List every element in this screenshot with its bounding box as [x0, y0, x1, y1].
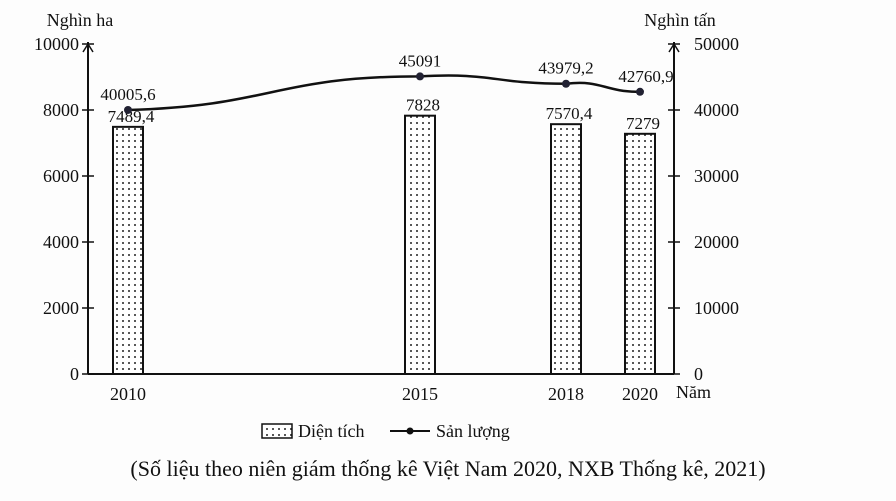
bar — [550, 123, 582, 375]
bar-label: 7570,4 — [546, 104, 593, 123]
x-tick-label: 2010 — [110, 384, 146, 404]
legend-line-label: Sản lượng — [436, 421, 510, 441]
legend-bar-label: Diện tích — [298, 421, 364, 441]
legend-bar-swatch — [261, 423, 293, 439]
x-tick-label: 2015 — [402, 384, 438, 404]
right-tick-label: 20000 — [694, 232, 739, 252]
line-label: 40005,6 — [100, 85, 155, 104]
left-tick-label: 4000 — [43, 232, 79, 252]
combo-chart: Nghìn ha Nghìn tấnNăm02000400060008000100… — [34, 10, 739, 441]
bar-label: 7828 — [406, 96, 440, 115]
left-tick-label: 6000 — [43, 166, 79, 186]
bar-label: 7279 — [626, 114, 660, 133]
left-tick-label: 10000 — [34, 34, 79, 54]
line-label: 43979,2 — [538, 59, 593, 78]
x-tick-label: 2020 — [622, 384, 658, 404]
left-axis-label: Nghìn ha — [47, 10, 114, 30]
right-tick-label: 50000 — [694, 34, 739, 54]
left-tick-label: 0 — [70, 364, 79, 384]
legend-line-marker — [406, 427, 414, 435]
bar — [112, 125, 144, 376]
x-tick-label: 2018 — [548, 384, 584, 404]
right-axis-label: Nghìn tấn — [644, 10, 716, 30]
right-tick-label: 10000 — [694, 298, 739, 318]
bar — [404, 114, 436, 376]
line-point — [416, 72, 424, 81]
line-series — [127, 74, 641, 112]
line-label: 42760,9 — [618, 67, 673, 86]
left-tick-label: 2000 — [43, 298, 79, 318]
bar — [624, 132, 656, 375]
source-caption: (Số liệu theo niên giám thống kê Việt Na… — [130, 456, 766, 481]
bar-label: 7489,4 — [108, 107, 155, 126]
line-point — [562, 79, 570, 88]
line-point — [124, 105, 132, 114]
right-tick-label: 40000 — [694, 100, 739, 120]
line-point — [636, 87, 644, 96]
line-label: 45091 — [399, 51, 442, 70]
right-tick-label: 0 — [694, 364, 703, 384]
right-tick-label: 30000 — [694, 166, 739, 186]
left-tick-label: 8000 — [43, 100, 79, 120]
x-axis-label: Năm — [676, 382, 711, 402]
